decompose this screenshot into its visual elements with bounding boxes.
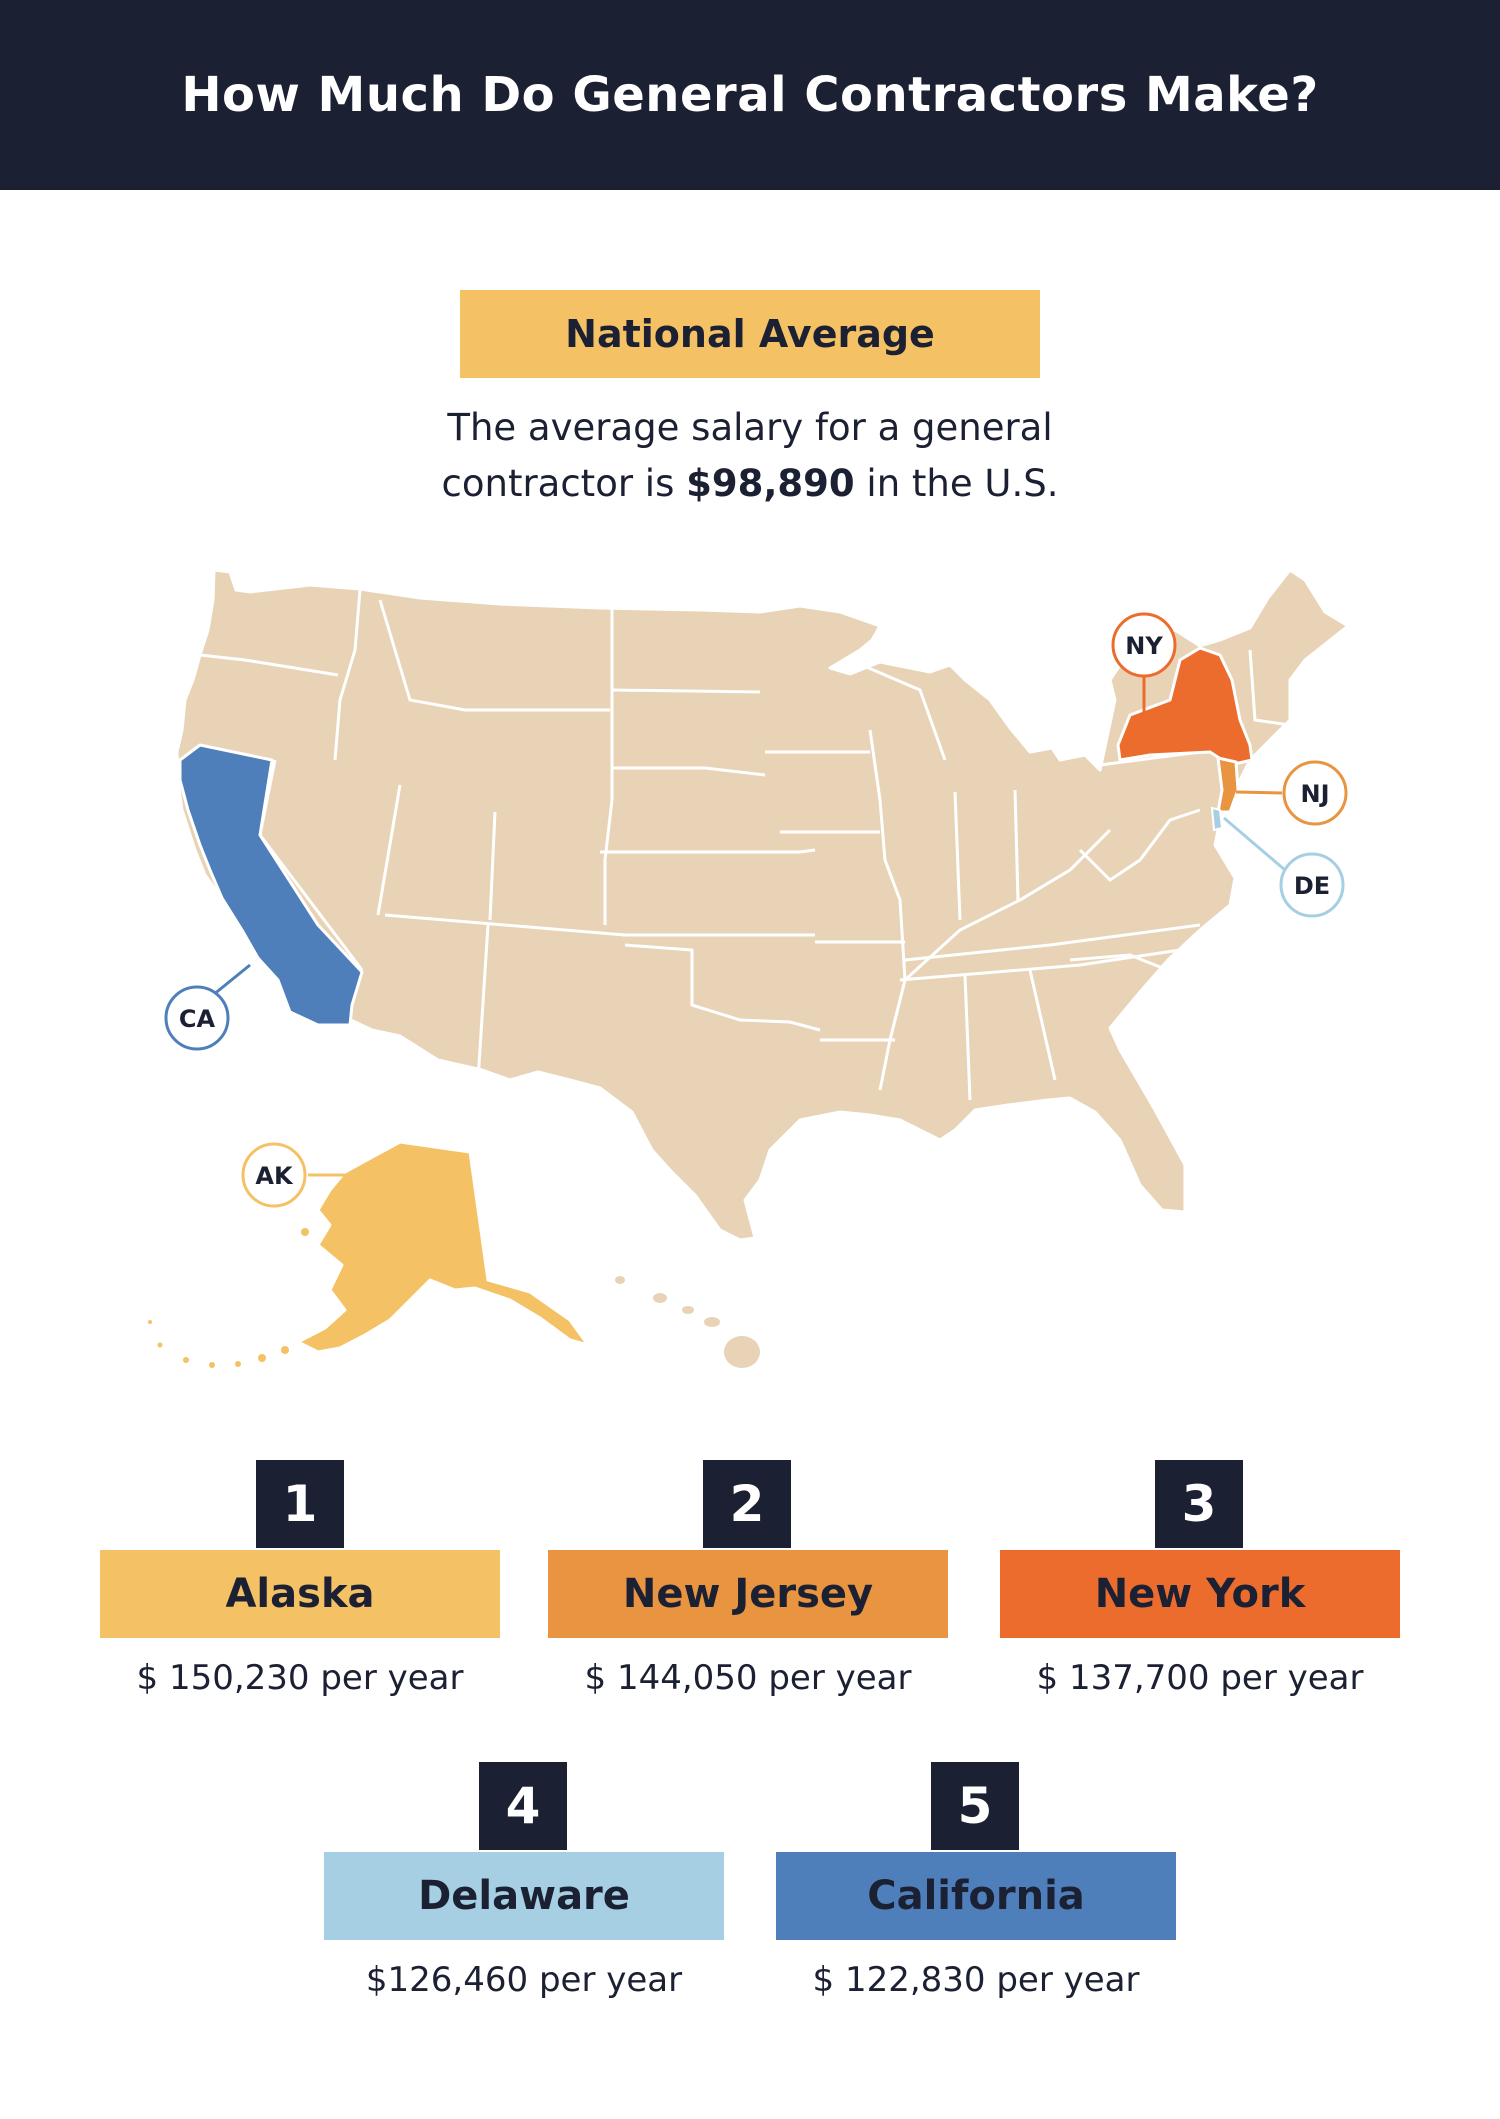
border-ut-co xyxy=(488,811,497,921)
hawaii-island xyxy=(704,1317,720,1327)
hawaii-island xyxy=(653,1293,667,1303)
rank-number-2: 2 xyxy=(703,1460,791,1548)
header-banner: How Much Do General Contractors Make? xyxy=(0,0,1500,190)
border-ne-ks xyxy=(600,848,816,854)
leader-de xyxy=(1223,816,1286,872)
border-sd-ne xyxy=(612,766,766,777)
island xyxy=(183,1357,189,1363)
border-wi-mi xyxy=(849,658,947,761)
callout-label-de: DE xyxy=(1294,872,1330,900)
rank-number-5: 5 xyxy=(931,1762,1019,1850)
island xyxy=(157,1342,163,1348)
callout-label-ny: NY xyxy=(1125,632,1163,660)
callout-label-nj: NJ xyxy=(1300,780,1329,808)
average-text-line1: The average salary for a general xyxy=(447,406,1053,449)
island xyxy=(209,1362,215,1368)
leader-ca xyxy=(212,963,251,997)
lower-48-base xyxy=(175,568,1350,1242)
hawaii-island xyxy=(682,1306,694,1314)
page-title: How Much Do General Contractors Make? xyxy=(181,67,1319,123)
callout-ring-ny xyxy=(1111,612,1177,678)
average-text-prefix: contractor is xyxy=(441,462,687,505)
leader-nj xyxy=(1235,790,1283,795)
state-delaware xyxy=(1210,806,1224,832)
border-ok-tx xyxy=(624,943,821,1032)
rank-number-4: 4 xyxy=(479,1762,567,1850)
state-new-york xyxy=(1116,646,1254,767)
average-text-line2: contractor is $98,890 in the U.S. xyxy=(350,456,1150,512)
border-ky-tn xyxy=(904,923,1201,962)
border-al-ga xyxy=(1028,969,1057,1081)
callout-ak: AK xyxy=(241,1142,307,1208)
border-il-in xyxy=(953,791,962,921)
island xyxy=(301,1228,309,1236)
callout-nj: NJ xyxy=(1282,760,1348,826)
border-ohio-river xyxy=(903,828,1112,982)
hawaii-island xyxy=(724,1336,760,1368)
callout-ring-nj xyxy=(1282,760,1348,826)
national-average-text: The average salary for a general contrac… xyxy=(350,400,1150,512)
salary-new-jersey: $ 144,050 per year xyxy=(584,1658,912,1698)
border-nd-sd xyxy=(611,688,761,694)
callout-ny: NY xyxy=(1111,612,1177,678)
state-alaska xyxy=(296,1140,590,1354)
border-ms-al xyxy=(963,974,972,1101)
callout-ring-de xyxy=(1279,852,1345,918)
state-california xyxy=(178,743,364,1027)
callout-de: DE xyxy=(1279,852,1345,918)
border-wv-va xyxy=(1078,808,1201,882)
callout-ca: CA xyxy=(164,985,230,1051)
salary-new-york: $ 137,700 per year xyxy=(1036,1658,1364,1698)
border-wa-or xyxy=(199,653,339,677)
state-label-delaware: Delaware xyxy=(324,1852,724,1940)
state-label-new-jersey: New Jersey xyxy=(548,1550,948,1638)
border-dakotas-west xyxy=(603,608,614,925)
callout-ring-ak xyxy=(241,1142,307,1208)
lower-48-outline xyxy=(175,568,1350,1242)
state-borders xyxy=(199,589,1291,1101)
hawaii-island xyxy=(615,1276,625,1284)
border-nv-ut xyxy=(376,784,402,916)
border-in-oh xyxy=(1013,789,1020,901)
national-average-badge: National Average xyxy=(460,290,1040,378)
island xyxy=(258,1354,266,1362)
border-ne-states xyxy=(1248,649,1291,727)
border-carolinas xyxy=(1069,953,1181,977)
us-map: NY NJ DE CA AK xyxy=(148,568,1350,1368)
island xyxy=(235,1361,241,1367)
rank-number-3: 3 xyxy=(1155,1460,1243,1548)
island xyxy=(148,1320,152,1324)
border-tn-south xyxy=(899,948,1181,982)
hawaii xyxy=(615,1276,760,1368)
salary-california: $ 122,830 per year xyxy=(812,1960,1140,2000)
alaska-islands xyxy=(148,1228,309,1368)
callout-label-ak: AK xyxy=(255,1162,294,1190)
border-az-nm xyxy=(476,924,490,1081)
state-label-alaska: Alaska xyxy=(100,1550,500,1638)
island xyxy=(281,1346,289,1354)
salary-alaska: $ 150,230 per year xyxy=(136,1658,464,1698)
salary-delaware: $126,460 per year xyxy=(365,1960,683,2000)
border-id-west xyxy=(333,589,362,761)
callout-ring-ca xyxy=(164,985,230,1051)
rank-number-1: 1 xyxy=(256,1460,344,1548)
callout-leaders xyxy=(212,676,1286,1177)
average-text-suffix: in the U.S. xyxy=(854,462,1059,505)
state-label-new-york: New York xyxy=(1000,1550,1400,1638)
border-mt-south xyxy=(378,599,610,712)
state-new-jersey xyxy=(1216,756,1240,814)
border-4corners xyxy=(384,913,626,937)
state-label-california: California xyxy=(776,1852,1176,1940)
callout-label-ca: CA xyxy=(179,1005,216,1033)
average-salary-amount: $98,890 xyxy=(686,462,855,505)
